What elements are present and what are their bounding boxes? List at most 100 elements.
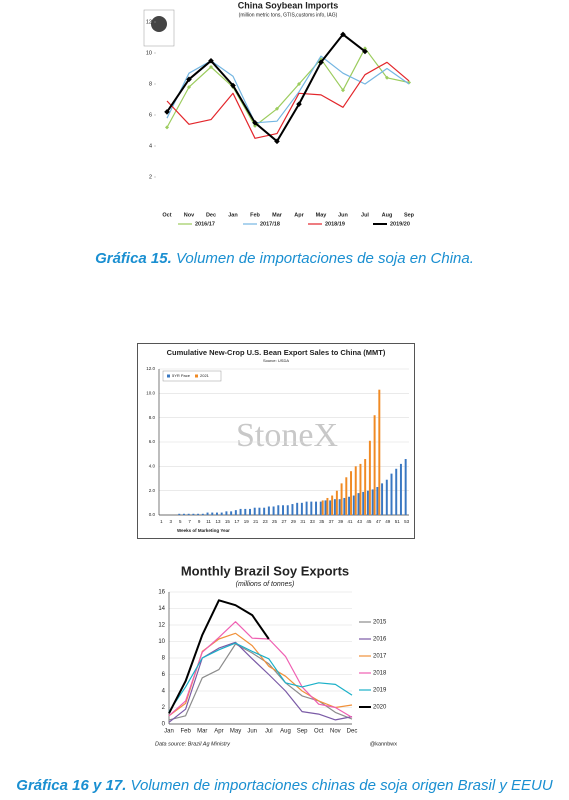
point-marker	[318, 59, 324, 66]
x-tick-label: 23	[263, 519, 269, 524]
y-tick-label: 12.0	[146, 366, 155, 371]
bar	[277, 505, 280, 515]
x-tick-label: 21	[253, 519, 259, 524]
y-tick-label: 2	[149, 174, 152, 180]
x-tick-label: Jul	[265, 729, 273, 735]
point-marker	[209, 64, 213, 69]
x-tick-label: Aug	[382, 212, 393, 218]
x-tick-label: 15	[225, 519, 231, 524]
series-line	[168, 599, 270, 714]
caption-text: Volumen de importaciones de soja en Chin…	[175, 250, 474, 267]
x-tick-label: 37	[329, 519, 335, 524]
bar	[296, 502, 299, 515]
x-tick-label: Jun	[338, 212, 348, 218]
x-tick-label: Mar	[197, 729, 207, 735]
y-tick-label: 2.0	[149, 488, 156, 493]
bar	[253, 507, 256, 515]
x-tick-label: Jan	[228, 212, 238, 218]
bar	[399, 463, 402, 515]
legend-label: 2015	[373, 620, 387, 626]
bar	[230, 511, 233, 515]
y-tick-label: 8	[149, 81, 152, 87]
series-line	[166, 47, 410, 128]
caption-label: Gráfica 16 y 17.	[16, 777, 127, 794]
caption: Gráfica 15. Volumen de importaciones de …	[0, 250, 569, 267]
y-tick-label: 8	[162, 656, 166, 662]
point-marker	[385, 75, 389, 80]
bar	[359, 463, 362, 515]
bar	[340, 483, 343, 515]
legend-label: 2020	[373, 705, 387, 711]
point-marker	[208, 57, 214, 64]
series-line	[168, 621, 353, 718]
x-tick-label: Feb	[180, 729, 191, 735]
x-tick-label: May	[316, 212, 328, 218]
x-tick-label: Oct	[314, 729, 324, 735]
bar	[373, 415, 376, 515]
caption-text: Volumen de importaciones chinas de soja …	[130, 777, 553, 794]
y-tick-label: 2	[162, 705, 166, 711]
legend-label: 2019/20	[390, 221, 410, 227]
legend-label: 2016/17	[195, 221, 215, 227]
legend-label: 2017/18	[260, 221, 280, 227]
x-tick-label: 39	[338, 519, 344, 524]
chart: Cumulative New-Crop U.S. Bean Export Sal…	[137, 343, 415, 539]
bar	[263, 507, 266, 515]
point-marker	[274, 138, 280, 145]
y-tick-label: 0.0	[149, 512, 156, 517]
legend-label: 2021	[200, 373, 210, 378]
x-tick-label: 3	[170, 519, 173, 524]
bar	[249, 508, 251, 515]
legend-label: 2018/19	[325, 221, 345, 227]
x-tick-label: 33	[310, 519, 316, 524]
bar	[354, 466, 357, 515]
x-tick-label: 47	[376, 519, 382, 524]
x-tick-label: Feb	[250, 212, 260, 218]
x-tick-label: Oct	[162, 212, 171, 218]
y-tick-label: 6	[149, 112, 152, 118]
x-tick-label: Mar	[272, 212, 283, 218]
x-tick-label: Sep	[404, 212, 415, 218]
x-tick-label: 35	[319, 519, 325, 524]
bar	[381, 483, 384, 515]
bar	[244, 508, 247, 515]
x-tick-label: 5	[179, 519, 182, 524]
chart-title: Monthly Brazil Soy Exports	[181, 563, 349, 578]
legend-swatch	[167, 374, 170, 378]
bar	[300, 502, 303, 515]
x-tick-label: 53	[404, 519, 410, 524]
bar	[286, 505, 289, 515]
bar	[350, 471, 353, 515]
bar	[187, 513, 190, 515]
bar	[348, 496, 351, 515]
y-tick-label: 16	[158, 590, 165, 596]
bar	[206, 512, 209, 515]
y-tick-label: 6	[162, 672, 166, 678]
x-tick-label: Dec	[347, 729, 358, 735]
x-tick-label: Sep	[297, 729, 308, 735]
bar	[239, 508, 242, 515]
chart-title: China Soybean Imports	[238, 0, 339, 10]
chart-subtitle: (millions of tonnes)	[236, 581, 295, 588]
point-marker	[165, 125, 169, 130]
y-tick-label: 12	[146, 19, 152, 25]
x-tick-label: 19	[244, 519, 250, 524]
legend-label: 2018	[373, 671, 387, 677]
bar	[357, 493, 360, 515]
chart-subtitle: (million metric tons, GTIS,customs info,…	[239, 12, 338, 18]
x-tick-label: 29	[291, 519, 297, 524]
bar	[364, 459, 367, 515]
bar	[371, 489, 374, 515]
x-tick-label: Apr	[294, 212, 304, 218]
series-line	[168, 641, 353, 723]
point-marker	[297, 82, 301, 86]
point-marker	[164, 109, 170, 115]
x-tick-label: 31	[300, 519, 306, 524]
legend-box	[162, 370, 222, 382]
x-tick-label: 13	[215, 519, 221, 524]
bar	[366, 490, 369, 515]
bar	[321, 500, 324, 515]
bar	[385, 479, 388, 515]
x-tick-label: 9	[198, 519, 201, 524]
